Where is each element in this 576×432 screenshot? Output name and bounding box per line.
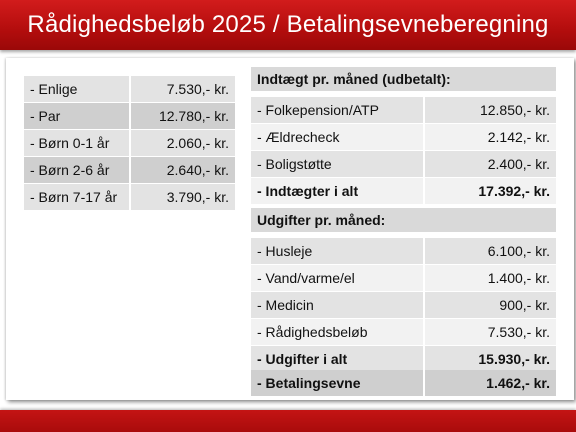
total-value: 15.930,- kr. [423, 346, 556, 373]
title-bar [0, 0, 576, 50]
row-value: 2.142,- kr. [423, 124, 556, 151]
row-label: - Børn 2-6 år [24, 157, 129, 184]
table-row: - Børn 0-1 år 2.060,- kr. [24, 130, 235, 157]
row-label: - Rådighedsbeløb [251, 319, 424, 346]
table-row: - Ældrecheck 2.142,- kr. [251, 124, 556, 151]
expenses-table: - Husleje 6.100,- kr. - Vand/varme/el 1.… [251, 238, 556, 373]
expenses-heading: Udgifter pr. måned: [251, 208, 556, 232]
result-label: - Betalingsevne [251, 370, 424, 397]
expenses-total-row: - Udgifter i alt 15.930,- kr. [251, 346, 556, 373]
total-label: - Udgifter i alt [251, 346, 424, 373]
row-value: 12.850,- kr. [423, 97, 556, 124]
result-value: 1.462,- kr. [423, 370, 556, 397]
slide-title: Rådighedsbeløb 2025 / Betalingsevnebereg… [27, 11, 549, 38]
row-label: - Folkepension/ATP [251, 97, 424, 124]
row-value: 1.400,- kr. [423, 265, 556, 292]
table-row: - Rådighedsbeløb 7.530,- kr. [251, 319, 556, 346]
row-value: 2.060,- kr. [129, 130, 235, 157]
row-value: 900,- kr. [423, 292, 556, 319]
table-row: - Folkepension/ATP 12.850,- kr. [251, 97, 556, 124]
row-value: 6.100,- kr. [423, 238, 556, 265]
row-value: 12.780,- kr. [129, 103, 235, 130]
row-label: - Børn 0-1 år [24, 130, 129, 157]
row-value: 7.530,- kr. [423, 319, 556, 346]
table-row: - Par 12.780,- kr. [24, 103, 235, 130]
row-label: - Boligstøtte [251, 151, 424, 178]
row-label: - Vand/varme/el [251, 265, 424, 292]
disposable-amounts-table: - Enlige 7.530,- kr. - Par 12.780,- kr. … [24, 76, 235, 211]
total-label: - Indtægter i alt [251, 178, 424, 205]
row-value: 3.790,- kr. [129, 184, 235, 211]
row-label: - Børn 7-17 år [24, 184, 129, 211]
result-table: - Betalingsevne 1.462,- kr. [251, 370, 556, 397]
income-total-row: - Indtægter i alt 17.392,- kr. [251, 178, 556, 205]
table-row: - Vand/varme/el 1.400,- kr. [251, 265, 556, 292]
row-label: - Husleje [251, 238, 424, 265]
result-row: - Betalingsevne 1.462,- kr. [251, 370, 556, 397]
table-row: - Husleje 6.100,- kr. [251, 238, 556, 265]
footer-bar [0, 410, 576, 432]
row-value: 2.640,- kr. [129, 157, 235, 184]
row-label: - Par [24, 103, 129, 130]
table-row: - Medicin 900,- kr. [251, 292, 556, 319]
row-value: 2.400,- kr. [423, 151, 556, 178]
row-label: - Ældrecheck [251, 124, 424, 151]
total-value: 17.392,- kr. [423, 178, 556, 205]
table-row: - Børn 7-17 år 3.790,- kr. [24, 184, 235, 211]
income-heading: Indtægt pr. måned (udbetalt): [251, 67, 556, 91]
table-row: - Børn 2-6 år 2.640,- kr. [24, 157, 235, 184]
row-label: - Medicin [251, 292, 424, 319]
table-row: - Enlige 7.530,- kr. [24, 76, 235, 103]
table-row: - Boligstøtte 2.400,- kr. [251, 151, 556, 178]
row-label: - Enlige [24, 76, 129, 103]
row-value: 7.530,- kr. [129, 76, 235, 103]
income-table: - Folkepension/ATP 12.850,- kr. - Ældrec… [251, 97, 556, 205]
